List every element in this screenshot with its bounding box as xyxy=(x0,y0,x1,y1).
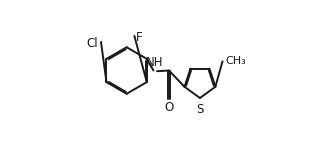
Text: CH₃: CH₃ xyxy=(225,56,246,66)
Text: S: S xyxy=(196,103,204,116)
Text: O: O xyxy=(165,101,174,114)
Text: F: F xyxy=(136,31,142,44)
Text: Cl: Cl xyxy=(87,37,98,49)
Text: NH: NH xyxy=(145,56,163,69)
